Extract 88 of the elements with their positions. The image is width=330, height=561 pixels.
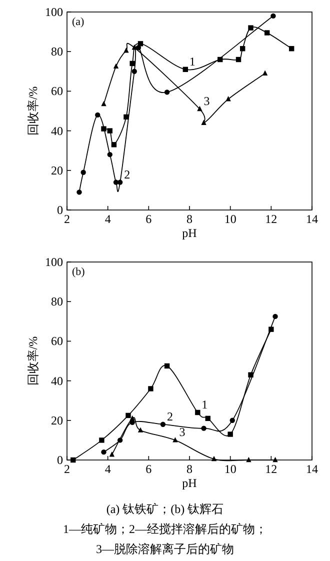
y-tick-label: 20	[51, 163, 63, 178]
point	[130, 415, 135, 421]
x-tick-label: 8	[186, 462, 192, 476]
x-tick-label: 12	[265, 462, 278, 476]
point	[272, 314, 278, 320]
text: (a) 钛铁矿；(b) 钛辉石	[106, 502, 224, 516]
x-tick-label: 4	[104, 212, 111, 226]
point	[272, 456, 278, 462]
series-label: 1	[202, 397, 208, 412]
point	[240, 46, 246, 52]
point	[130, 60, 135, 66]
y-tick-label: 40	[51, 374, 63, 388]
point	[138, 41, 144, 46]
point	[136, 45, 142, 50]
point	[164, 363, 170, 369]
x-tick-label: 6	[146, 212, 152, 226]
point	[270, 13, 276, 19]
point	[70, 457, 76, 463]
point	[201, 426, 206, 431]
text: 3—脱除溶解离子后的矿物	[96, 542, 234, 556]
x-tick-label: 2	[64, 462, 70, 476]
series-label: 1	[189, 54, 196, 68]
point	[132, 68, 137, 74]
chart-title: (a)	[72, 16, 85, 28]
point	[80, 170, 86, 175]
point	[197, 106, 202, 112]
point	[107, 128, 112, 134]
point	[148, 386, 154, 392]
y-tick-label: 80	[51, 44, 63, 59]
x-tick-label: 8	[186, 212, 192, 226]
series-label: 2	[166, 409, 173, 424]
point	[226, 96, 231, 102]
point	[230, 418, 235, 423]
y-tick-label: 20	[51, 413, 63, 428]
series-label: 3	[204, 94, 210, 108]
point	[111, 142, 117, 148]
y-tick-label: 100	[45, 5, 63, 19]
chart-title: (b)	[72, 266, 86, 278]
point	[101, 126, 106, 132]
y-tick-label: 0	[57, 453, 63, 467]
point	[99, 438, 104, 443]
point	[164, 90, 170, 95]
point	[95, 112, 100, 118]
x-axis-title: pH	[182, 476, 198, 490]
point	[160, 422, 166, 427]
point	[228, 432, 233, 437]
y-tick-label: 40	[51, 124, 63, 138]
point	[264, 30, 270, 36]
y-axis-title: 回收率/%	[26, 336, 40, 386]
point	[236, 56, 242, 62]
y-tick-label: 60	[51, 84, 63, 98]
point	[205, 416, 210, 422]
point	[124, 48, 129, 53]
point	[262, 70, 268, 76]
point	[113, 63, 119, 69]
series-label: 3	[179, 425, 186, 440]
point	[101, 449, 106, 455]
y-tick-label: 100	[45, 255, 63, 269]
point	[288, 46, 294, 52]
point	[109, 452, 115, 457]
point	[201, 120, 206, 125]
x-tick-label: 14	[306, 462, 318, 476]
y-tick-label: 80	[51, 294, 63, 309]
y-axis-title: 回收率/%	[26, 86, 40, 136]
series-label: 2	[124, 167, 130, 182]
point	[138, 427, 144, 432]
y-tick-label: 0	[57, 203, 63, 217]
text: 1—纯矿物；2—经搅拌溶解后的矿物；	[63, 522, 267, 536]
point	[246, 456, 252, 462]
point	[211, 456, 217, 462]
y-tick-label: 60	[51, 334, 63, 348]
point	[76, 190, 82, 195]
x-tick-label: 4	[104, 462, 111, 476]
point	[195, 410, 200, 416]
point	[107, 152, 112, 158]
point	[248, 25, 254, 30]
x-tick-label: 14	[306, 212, 318, 226]
x-tick-label: 6	[146, 462, 152, 476]
x-tick-label: 10	[224, 212, 236, 226]
x-tick-label: 2	[64, 212, 70, 226]
point	[268, 326, 274, 332]
point	[182, 66, 188, 72]
x-tick-label: 12	[265, 212, 278, 226]
point	[172, 437, 178, 442]
point	[126, 412, 131, 418]
point	[101, 100, 106, 106]
x-axis-title: pH	[182, 226, 198, 240]
x-tick-label: 10	[224, 462, 236, 476]
